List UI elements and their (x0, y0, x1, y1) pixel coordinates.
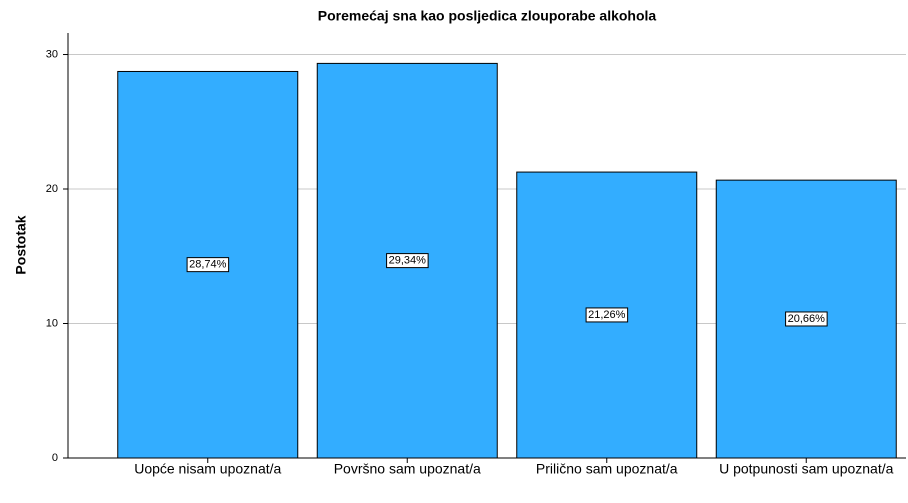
y-tick-label: 30 (46, 48, 58, 60)
value-label: 20,66% (788, 313, 826, 325)
y-tick-label: 10 (46, 317, 58, 329)
y-tick-label: 0 (52, 452, 58, 464)
value-label-box (386, 253, 429, 269)
x-tick-label: Površno sam upoznat/a (334, 461, 481, 477)
x-tick-label: Prilično sam upoznat/a (536, 461, 678, 477)
value-label-box (585, 307, 629, 323)
value-label: 21,26% (588, 309, 626, 321)
x-tick-label: U potpunosti sam upoznat/a (719, 461, 894, 477)
value-label-box (186, 257, 230, 273)
value-label: 29,34% (389, 255, 427, 267)
value-label: 28,74% (189, 259, 227, 271)
value-label-box (785, 311, 828, 327)
bar (117, 70, 299, 459)
y-axis-label: Postotak (13, 215, 29, 274)
y-tick-label: 20 (46, 183, 58, 195)
chart-title: Poremećaj sna kao posljedica zlouporabe … (318, 8, 657, 24)
x-tick-label: Uopće nisam upoznat/a (134, 461, 281, 477)
